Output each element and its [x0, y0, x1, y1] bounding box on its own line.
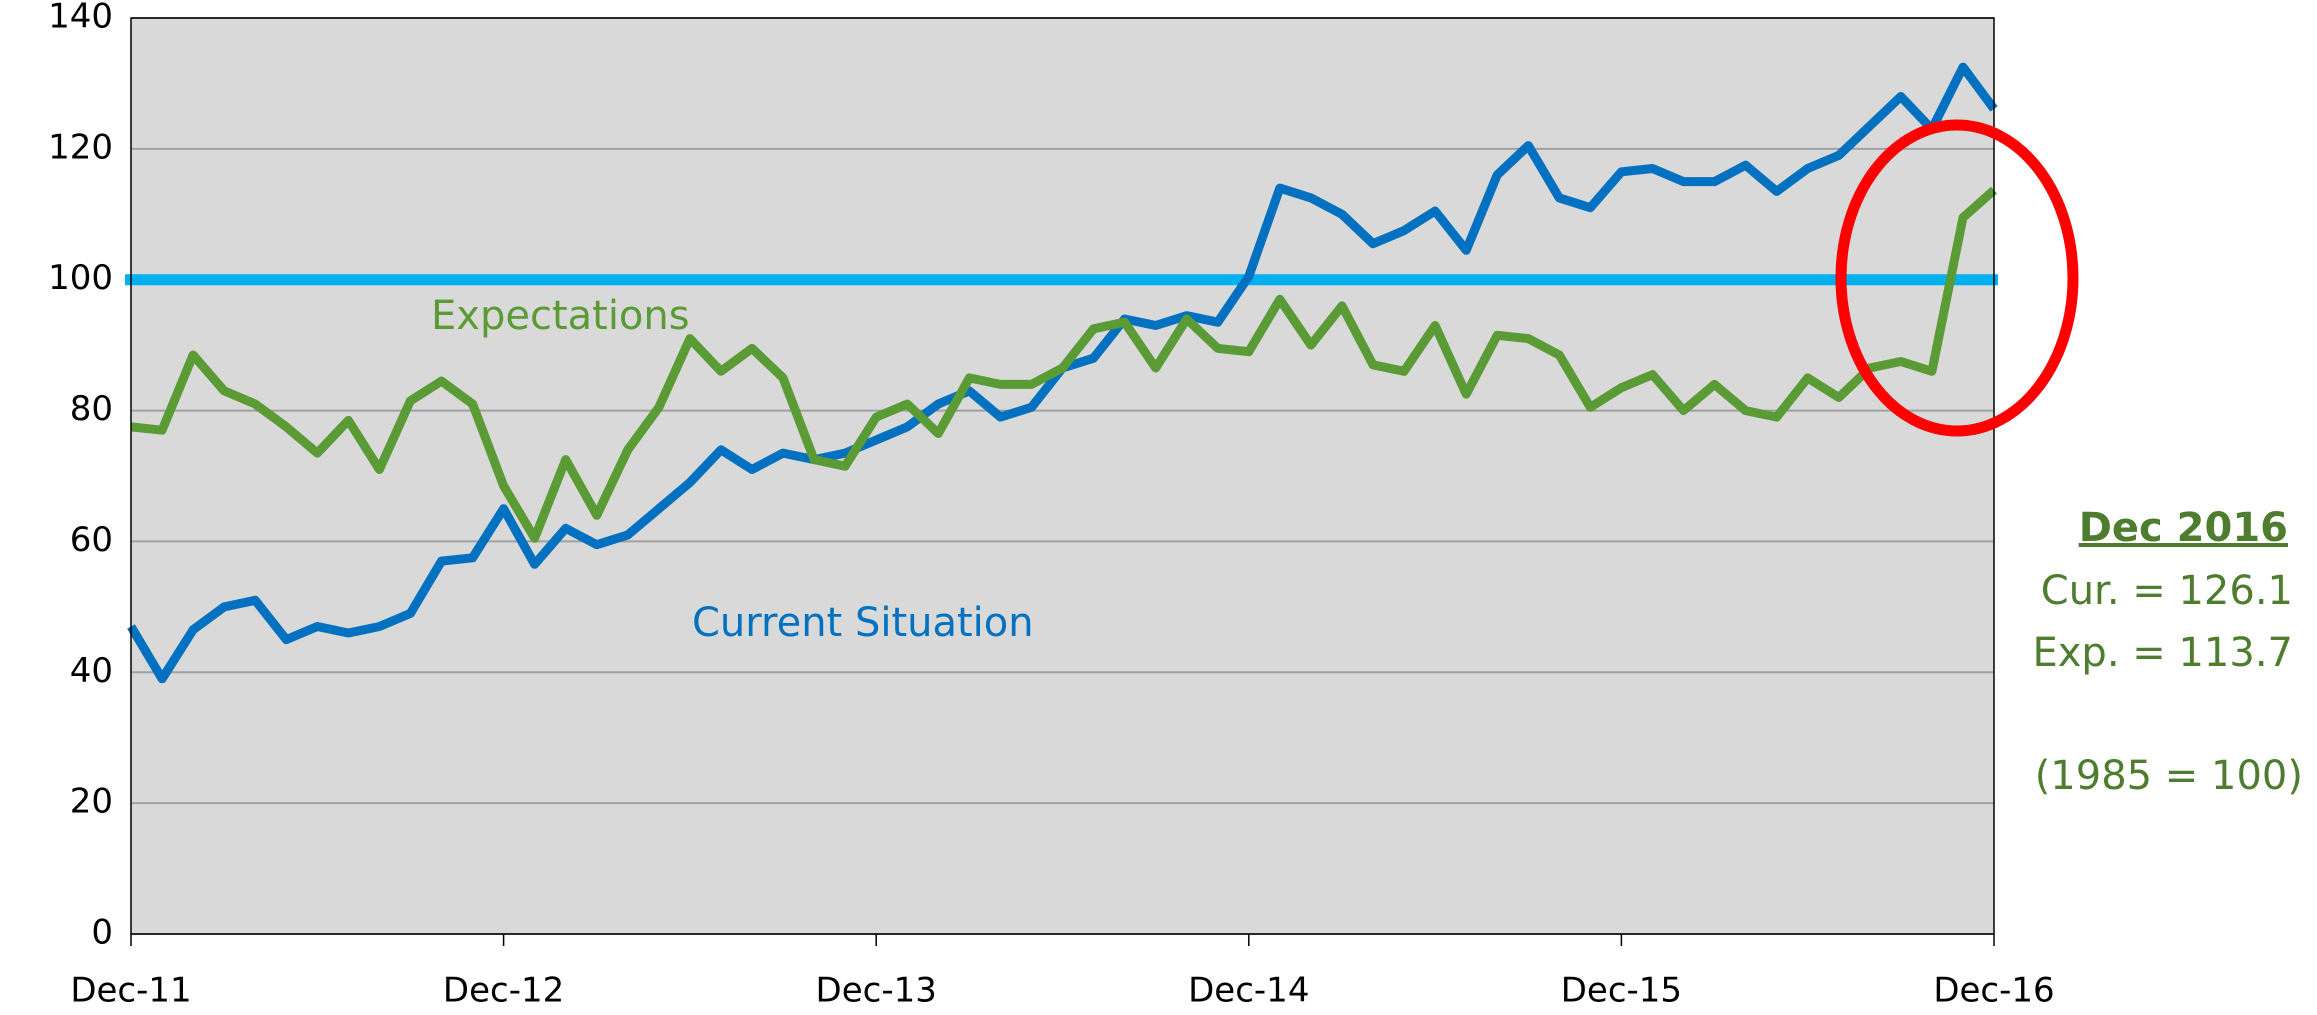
y-tick-label: 40: [70, 651, 113, 691]
y-tick-label: 120: [48, 127, 113, 167]
x-tick-label: Dec-15: [1561, 971, 1682, 1011]
annotation: (1985 = 100): [2035, 753, 2303, 799]
lines: [125, 62, 1998, 684]
y-tick-label: 80: [70, 389, 113, 429]
plot-area: [131, 18, 1994, 934]
series-label: Current Situation: [692, 600, 1034, 646]
highlight-ellipse: [1835, 119, 2079, 437]
x-tick-label: Dec-13: [816, 971, 937, 1011]
plot-border: [130, 17, 1995, 935]
y-tick-label: 60: [70, 520, 113, 560]
x-tick-label: Dec-14: [1188, 971, 1309, 1011]
y-tick-label: 0: [91, 913, 113, 953]
y-tick-label: 20: [70, 782, 113, 822]
x-tick-label: Dec-16: [1933, 971, 2054, 1011]
series-line: [130, 186, 1997, 543]
annotation: Cur. = 126.1: [2041, 568, 2293, 614]
annotation: Exp. = 113.7: [2032, 630, 2293, 676]
x-tick-label: Dec-11: [70, 971, 191, 1011]
x-tick-label: Dec-12: [443, 971, 564, 1011]
y-tick-label: 100: [48, 258, 113, 298]
annotation-heading: Dec 2016: [2079, 505, 2288, 551]
series-label: Expectations: [431, 293, 690, 339]
y-tick-label: 140: [48, 0, 113, 37]
